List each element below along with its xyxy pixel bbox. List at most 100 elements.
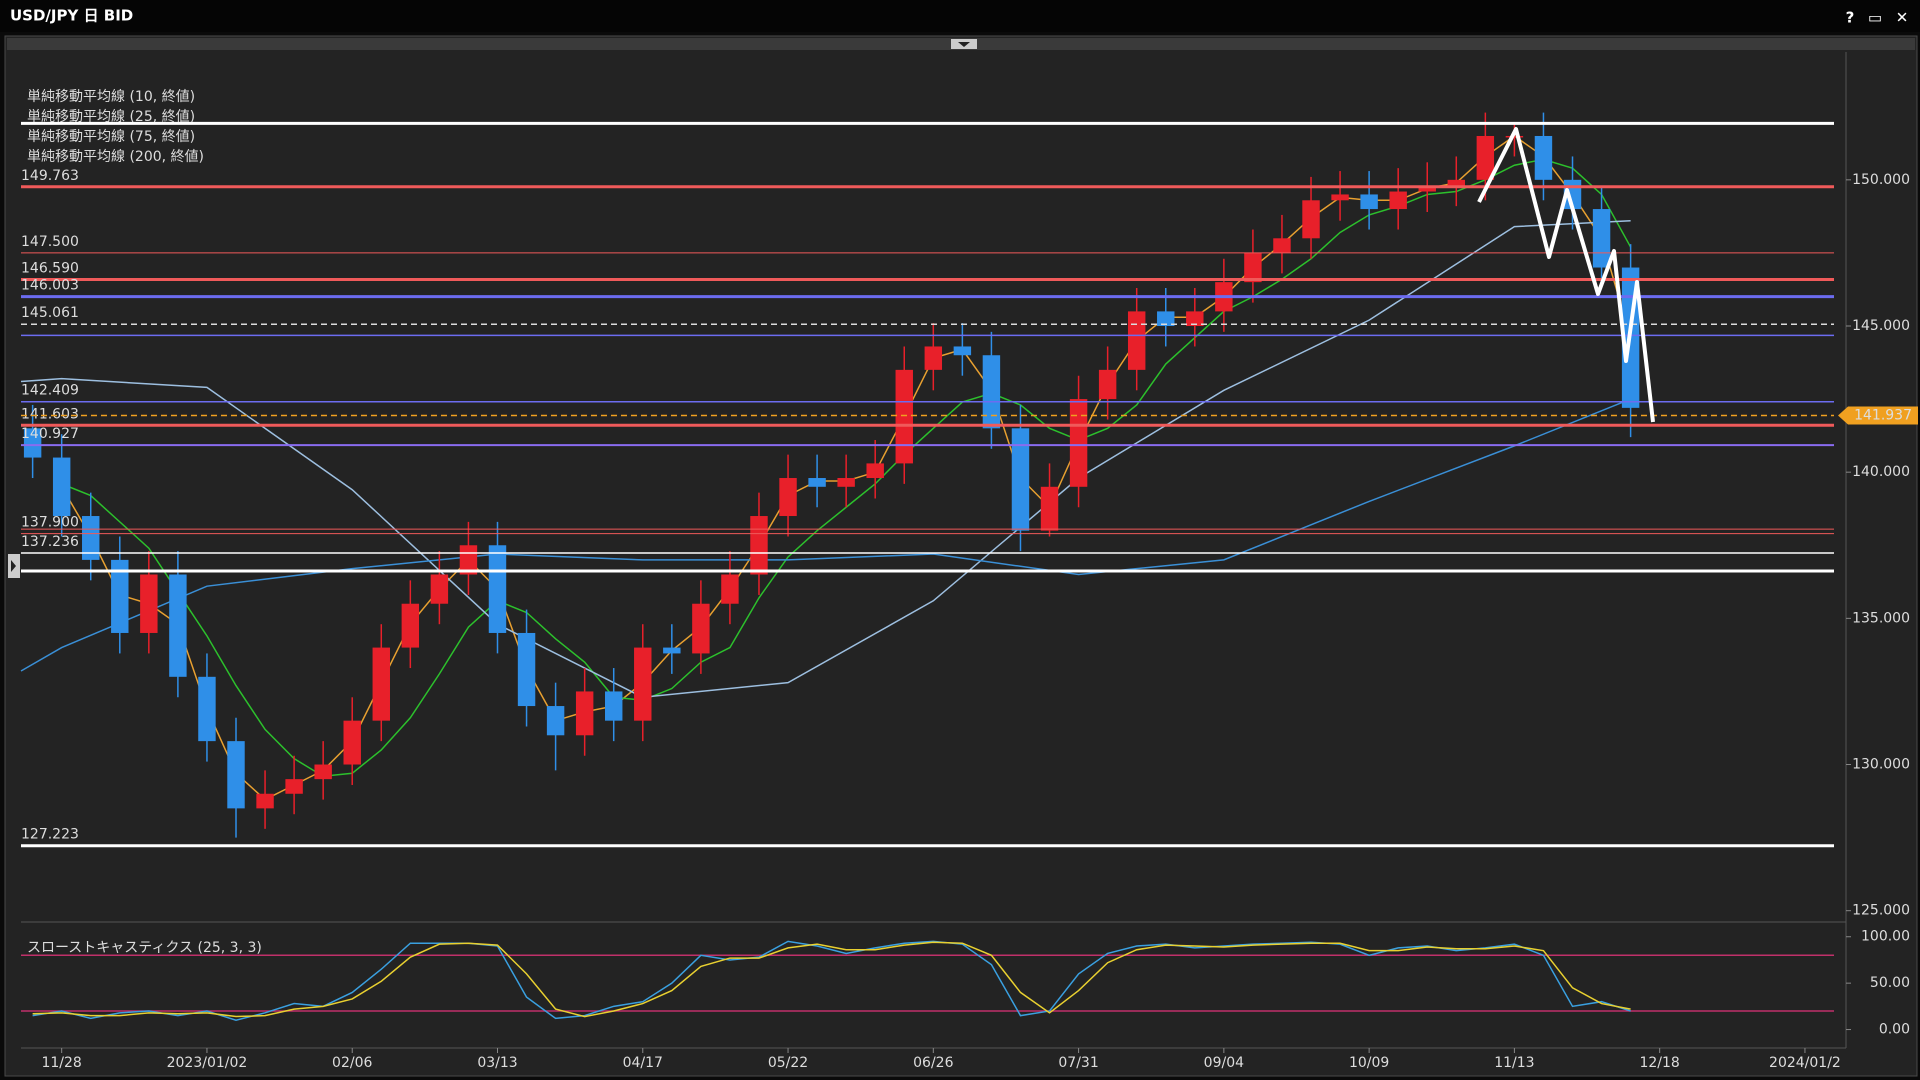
chart-frame [4, 35, 1918, 1077]
candle-body [1360, 194, 1378, 210]
candle-body [82, 516, 100, 560]
moving-average-line [20, 220, 1631, 699]
candle-body [1273, 238, 1291, 253]
candle-body [1331, 194, 1349, 201]
x-tick-label: 12/18 [1639, 1055, 1679, 1071]
candle-body [23, 428, 42, 458]
candle-body [575, 691, 594, 736]
candle-body [953, 346, 972, 356]
candle-body [1011, 428, 1030, 531]
close-button[interactable]: ✕ [1896, 9, 1909, 27]
x-tick-label: 02/06 [332, 1055, 372, 1071]
candle-body [256, 793, 274, 809]
x-tick-label: 06/26 [913, 1055, 953, 1071]
candle-body [169, 574, 187, 677]
candle-body [285, 779, 303, 794]
candle-body [1186, 311, 1204, 327]
candle-body [430, 574, 449, 604]
price-level-label: 142.409 [21, 383, 79, 399]
candle-body [1592, 209, 1611, 268]
y-tick-label: 50.00 [1870, 975, 1910, 991]
candle-body [227, 741, 245, 809]
stochastic-line [32, 940, 1631, 1022]
current-price-tag [1838, 406, 1918, 425]
candle-body [52, 457, 71, 517]
candle-body [1418, 185, 1436, 192]
candle-body [808, 478, 826, 487]
candle-body [198, 676, 216, 742]
y-tick-label: 150.000 [1852, 172, 1910, 188]
candle-body [982, 355, 1001, 429]
candle-body [1069, 399, 1088, 487]
legend-entry: 単純移動平均線 (75, 終値) [27, 129, 195, 145]
candle-body [634, 647, 652, 721]
stochastic-line [32, 941, 1631, 1018]
y-tick-label: 100.00 [1861, 929, 1910, 945]
y-tick-label: 145.000 [1852, 318, 1910, 334]
candle-body [663, 647, 681, 654]
candle-body [924, 346, 943, 370]
candle-body [721, 574, 739, 604]
legend-entry: 単純移動平均線 (25, 終値) [27, 109, 195, 125]
stochastic-title: スローストキャスティクス (25, 3, 3) [27, 940, 262, 956]
help-button[interactable]: ? [1846, 9, 1855, 27]
x-tick-label: 09/04 [1204, 1055, 1244, 1071]
candle-body [140, 574, 158, 633]
side-panel-arrow [11, 560, 16, 572]
price-level-label: 141.603 [21, 406, 79, 422]
candle-body [895, 369, 913, 464]
price-level-label: 146.590 [21, 261, 79, 277]
candle-body [1098, 369, 1117, 400]
candle-body [517, 632, 536, 707]
x-tick-label: 10/09 [1349, 1055, 1389, 1071]
title-bar [0, 0, 1920, 32]
price-level-label: 146.003 [21, 278, 79, 294]
candle-body [692, 603, 710, 654]
price-level-label: 147.500 [21, 234, 79, 250]
candle-body [1302, 200, 1320, 239]
candle-body [1505, 135, 1524, 138]
price-level-label: 127.223 [21, 827, 79, 843]
plot-layer: 125.000 130.000 135.000 140.000 145.000 150.0… [20, 89, 1918, 1071]
candle-body [401, 603, 420, 648]
candle-body [111, 559, 129, 633]
drawn-zigzag-line [1477, 127, 1655, 423]
x-tick-label: 2024/01/2 [1769, 1055, 1841, 1071]
x-tick-label: 11/13 [1494, 1055, 1534, 1071]
candle-body [1534, 135, 1553, 180]
price-level-label: 149.763 [21, 168, 79, 184]
window-title: USD/JPY 日 BID [10, 7, 133, 25]
candle-body [546, 706, 565, 736]
candle-body [1127, 311, 1146, 370]
legend-entry: 単純移動平均線 (200, 終値) [27, 149, 204, 165]
x-tick-label: 04/17 [623, 1055, 663, 1071]
maximize-button[interactable]: ▭ [1868, 9, 1882, 27]
candle-body [750, 516, 768, 575]
current-price-label: 141.937 [1854, 408, 1912, 424]
y-tick-label: 0.00 [1879, 1022, 1910, 1038]
price-level-label: 140.927 [21, 426, 79, 442]
candle-body [1447, 179, 1466, 186]
candle-body [1040, 486, 1059, 531]
price-level-label: 137.900 [21, 515, 79, 531]
price-level-label: 137.236 [21, 534, 79, 550]
y-tick-label: 130.000 [1852, 757, 1910, 773]
y-tick-label: 135.000 [1852, 610, 1910, 626]
candle-body [779, 478, 797, 517]
x-tick-label: 03/13 [477, 1055, 517, 1071]
candle-body [488, 545, 507, 633]
legend-entry: 単純移動平均線 (10, 終値) [27, 89, 195, 105]
price-level-label: 145.061 [21, 305, 79, 321]
candle-body [343, 720, 361, 765]
candle-body [314, 764, 332, 780]
moving-average-line [20, 398, 1631, 672]
x-tick-label: 11/28 [41, 1055, 81, 1071]
candle-body [1476, 135, 1495, 180]
candle-body [604, 691, 623, 721]
candle-body [372, 647, 390, 721]
candle-body [1157, 311, 1175, 327]
candle-body [837, 478, 855, 487]
y-tick-label: 125.000 [1852, 903, 1910, 919]
